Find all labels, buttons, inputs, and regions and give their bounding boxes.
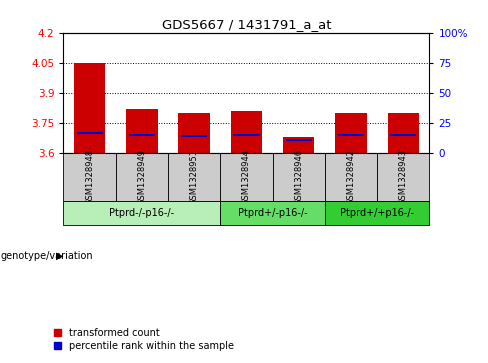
Legend: transformed count, percentile rank within the sample: transformed count, percentile rank withi… [54, 328, 234, 351]
Bar [377, 153, 429, 201]
Text: GSM1328949: GSM1328949 [137, 149, 146, 205]
Bar [63, 201, 220, 225]
Text: GSM1328943: GSM1328943 [399, 149, 408, 205]
Bar [63, 153, 116, 201]
Bar [77, 132, 102, 134]
Bar [325, 201, 429, 225]
Bar [129, 134, 155, 136]
Bar [387, 113, 419, 153]
Bar [168, 153, 220, 201]
Bar [233, 134, 260, 136]
Bar [325, 153, 377, 201]
Bar [126, 109, 158, 153]
Text: GSM1328948: GSM1328948 [85, 149, 94, 205]
Title: GDS5667 / 1431791_a_at: GDS5667 / 1431791_a_at [162, 19, 331, 32]
Bar [116, 153, 168, 201]
Text: GSM1328942: GSM1328942 [346, 149, 356, 205]
Bar [273, 153, 325, 201]
Bar [285, 139, 312, 141]
Text: Ptprd-/-p16-/-: Ptprd-/-p16-/- [109, 208, 174, 218]
Text: GSM1328951: GSM1328951 [190, 149, 199, 205]
Text: Ptprd+/-p16-/-: Ptprd+/-p16-/- [238, 208, 307, 218]
Text: genotype/variation: genotype/variation [1, 251, 94, 261]
Text: Ptprd+/+p16-/-: Ptprd+/+p16-/- [340, 208, 414, 218]
Bar [181, 135, 207, 137]
Bar [220, 153, 273, 201]
Bar [220, 201, 325, 225]
Bar [338, 134, 364, 136]
Text: ▶: ▶ [56, 251, 63, 261]
Bar [390, 134, 416, 136]
Bar [335, 113, 366, 153]
Bar [179, 113, 210, 153]
Bar [74, 63, 105, 153]
Text: GSM1328944: GSM1328944 [242, 149, 251, 205]
Bar [231, 111, 262, 153]
Text: GSM1328946: GSM1328946 [294, 149, 303, 205]
Bar [283, 137, 314, 153]
